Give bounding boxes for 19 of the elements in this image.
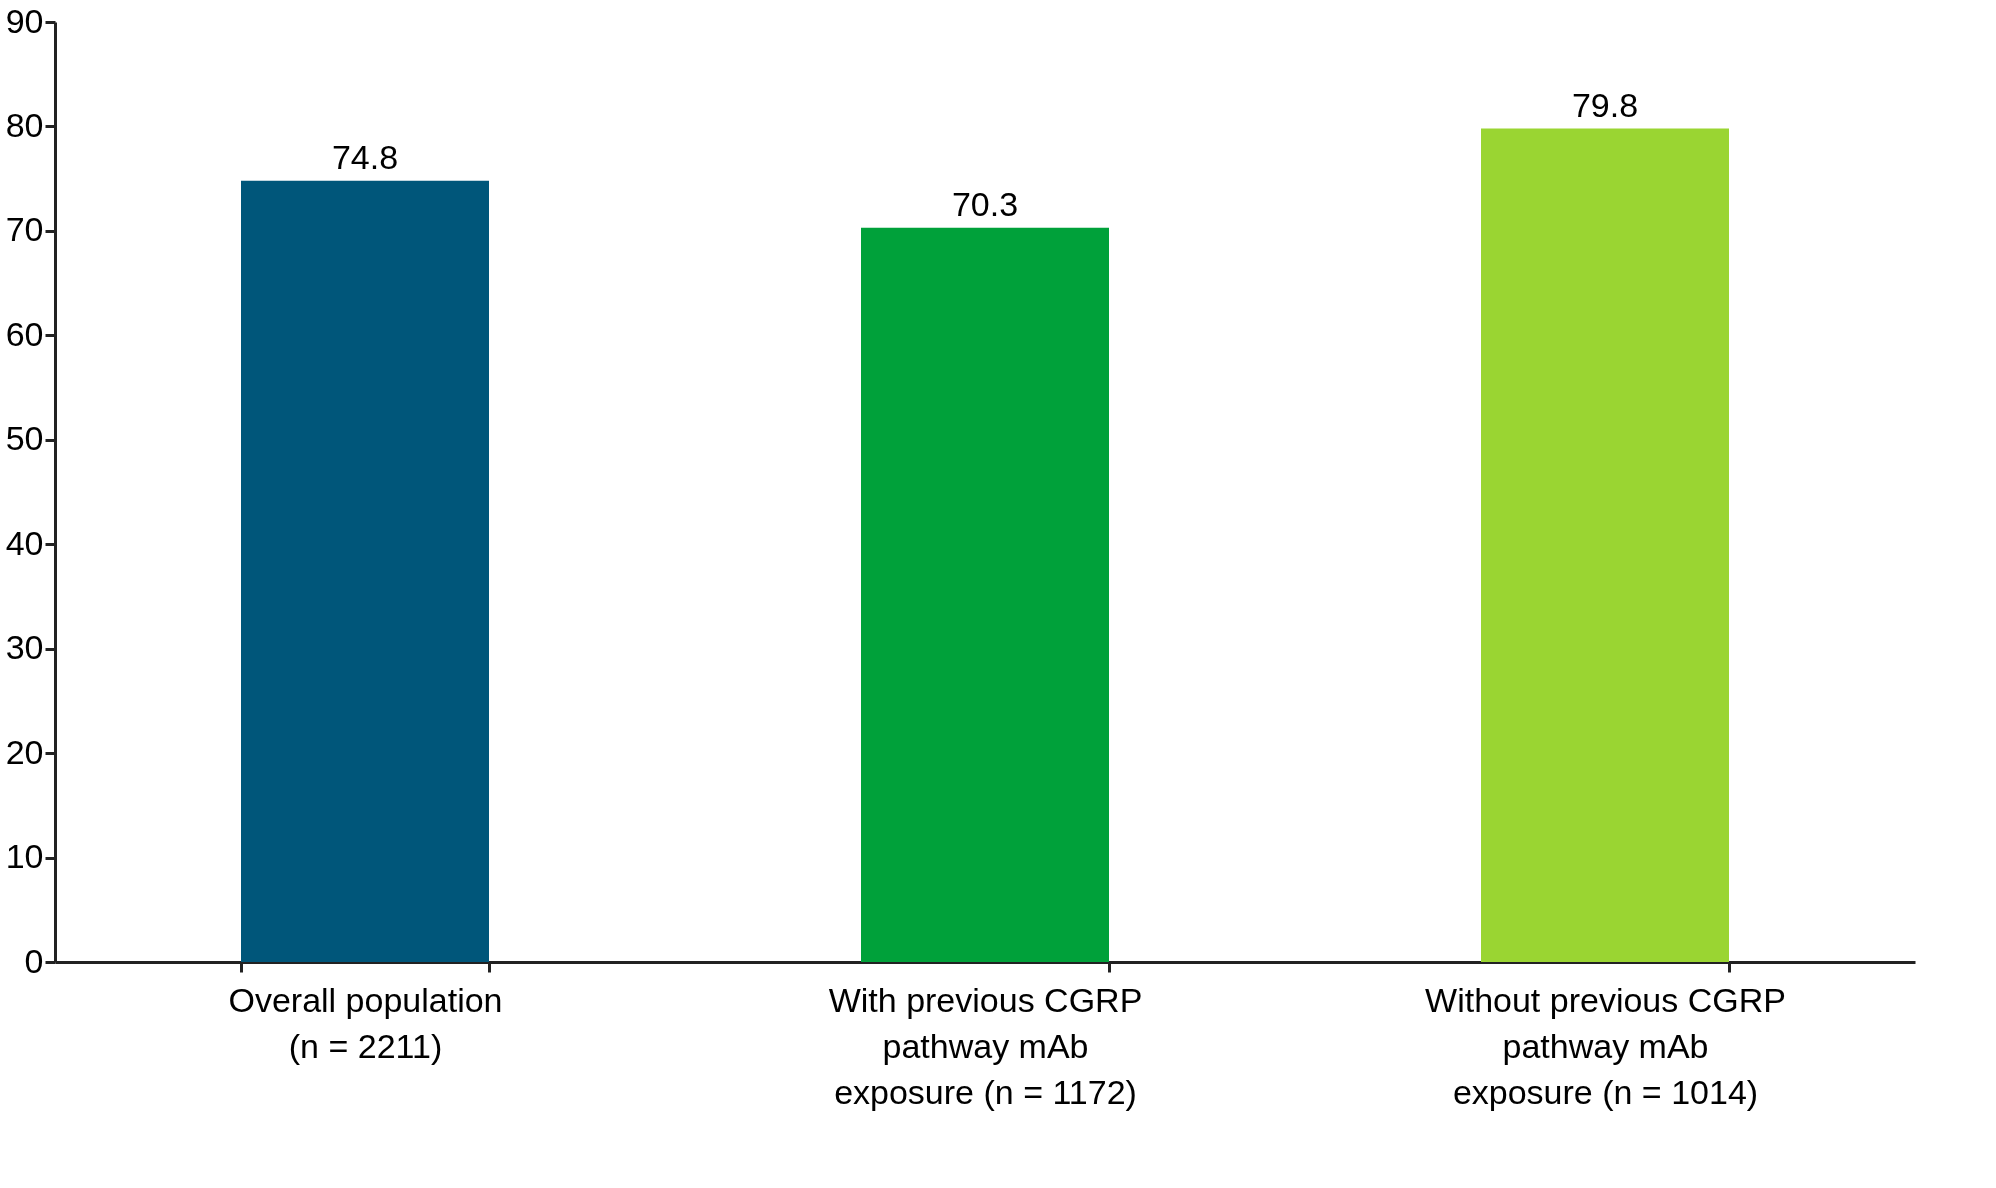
bar <box>241 180 489 962</box>
y-tick-label: 70 <box>5 210 44 249</box>
y-tick-label: 20 <box>5 732 44 771</box>
bar <box>1481 128 1729 962</box>
y-tick-label: 90 <box>5 1 44 40</box>
y-tick-label: 0 <box>24 941 44 980</box>
data-label: 74.8 <box>331 137 399 176</box>
y-tick-label: 60 <box>5 314 44 353</box>
y-tick-label: 10 <box>5 837 44 876</box>
x-tick-label: Overall population (n = 2211) <box>228 980 503 1065</box>
y-tick-label: 30 <box>5 628 44 667</box>
bar <box>861 227 1109 962</box>
data-label: 70.3 <box>951 184 1019 223</box>
y-tick-label: 40 <box>5 523 44 562</box>
data-label: 79.8 <box>1571 85 1639 124</box>
x-tick-label: With previous CGRP pathway mAb exposure (n = 1172) <box>828 980 1143 1111</box>
y-tick-label: 50 <box>5 419 44 458</box>
y-tick-label: 80 <box>5 105 44 144</box>
x-tick-label: Without previous CGRP pathway mAb exposure (n = 1014) <box>1425 980 1786 1111</box>
